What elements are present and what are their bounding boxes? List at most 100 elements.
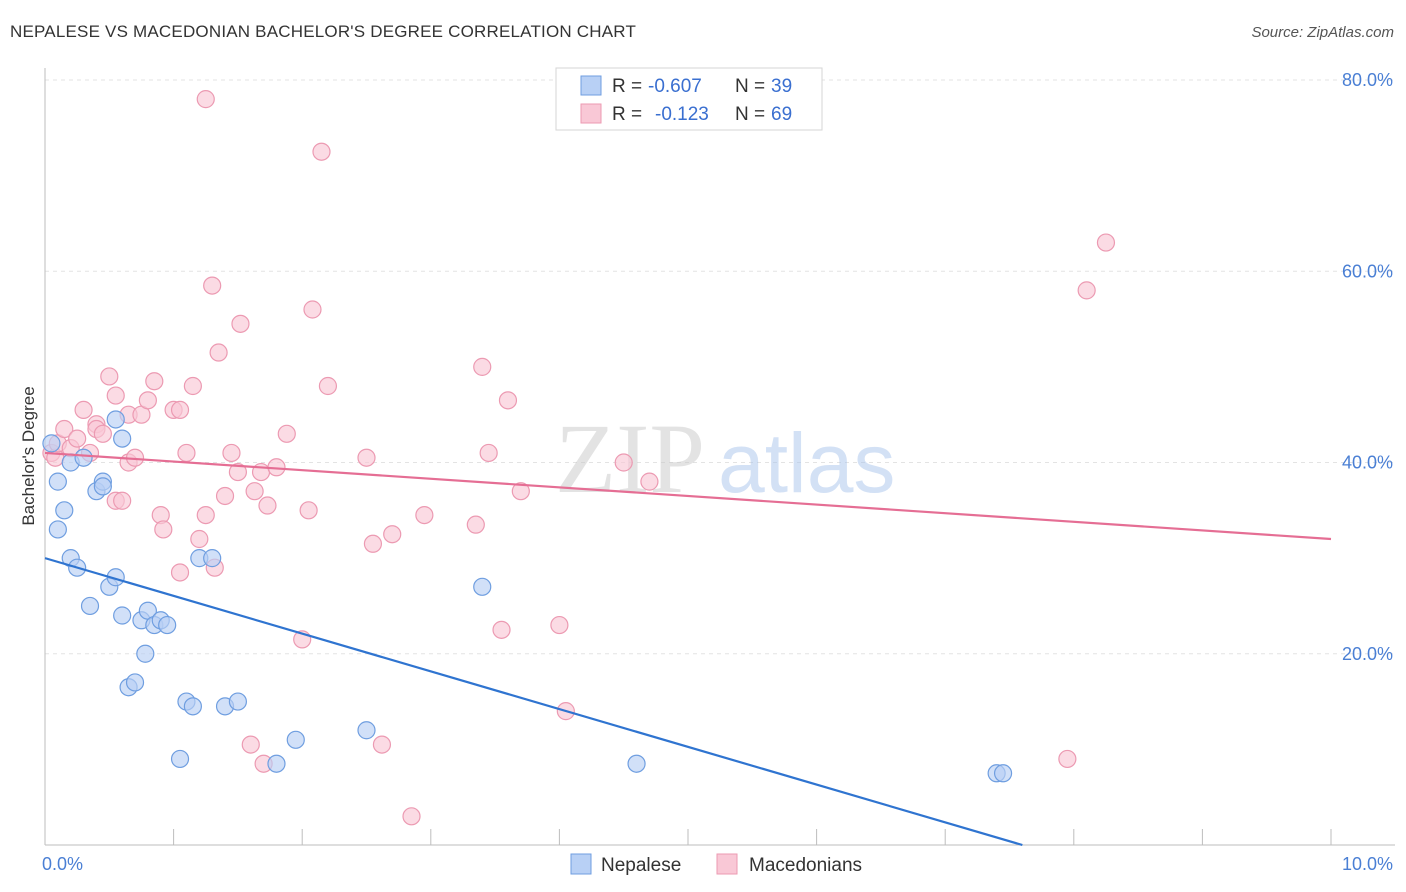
nepalese-point xyxy=(106,410,125,429)
y-tick-label: 20.0% xyxy=(1342,644,1393,664)
y-axis-label: Bachelor's Degree xyxy=(19,386,38,525)
macedonian-point xyxy=(113,491,132,510)
macedonian-point xyxy=(473,357,492,376)
macedonian-point xyxy=(479,443,498,463)
nepalese-point xyxy=(42,434,61,453)
nepalese-point xyxy=(473,577,492,596)
macedonian-point xyxy=(245,482,264,501)
legend-n-value-1: 39 xyxy=(771,76,792,97)
grid-lines xyxy=(45,79,1395,655)
macedonian-point xyxy=(383,525,402,544)
macedonian-point xyxy=(100,367,119,386)
nepalese-point xyxy=(158,615,177,635)
y-tick-labels: 20.0% 40.0% 60.0% 80.0% xyxy=(1342,70,1393,664)
nepalese-point xyxy=(80,596,100,616)
macedonian-point xyxy=(1096,233,1116,252)
macedonian-point xyxy=(402,807,421,826)
macedonian-point xyxy=(318,376,338,396)
macedonian-point xyxy=(215,486,235,506)
legend-n-label-1: N = xyxy=(735,76,765,97)
macedonian-point xyxy=(68,429,87,448)
nepalese-point xyxy=(286,730,305,749)
macedonian-point xyxy=(170,400,190,420)
y-tick-label: 60.0% xyxy=(1342,261,1393,281)
legend-n-label-2: N = xyxy=(735,104,765,125)
nepalese-point xyxy=(357,721,376,740)
trend-lines xyxy=(44,451,1332,847)
macedonian-point xyxy=(1058,749,1077,769)
macedonian-point xyxy=(614,453,633,472)
source-label: Source: ZipAtlas.com xyxy=(1251,24,1394,41)
bottom-legend: Nepalese Macedonians xyxy=(570,853,862,876)
x-tick-label-max: 10.0% xyxy=(1342,854,1393,874)
bottom-legend-macedonians: Macedonians xyxy=(749,855,862,876)
macedonian-point xyxy=(74,400,93,420)
chart-title: NEPALESE VS MACEDONIAN BACHELOR'S DEGREE… xyxy=(10,22,637,41)
watermark-atlas: atlas xyxy=(718,416,895,510)
macedonian-point xyxy=(145,372,164,391)
macedonian-point xyxy=(241,735,260,754)
nepalese-point xyxy=(48,472,67,491)
macedonian-point xyxy=(196,505,215,525)
macedonian-point xyxy=(106,386,125,405)
y-tick-label: 80.0% xyxy=(1342,70,1393,90)
nepalese-point xyxy=(228,692,247,711)
nepalese-point xyxy=(993,764,1013,783)
nepalese-point xyxy=(48,520,67,539)
macedonian-point xyxy=(258,496,277,515)
bottom-legend-nepalese: Nepalese xyxy=(601,855,681,876)
macedonian-point xyxy=(154,520,173,539)
bottom-legend-swatch-nepalese xyxy=(570,853,592,875)
macedonian-point xyxy=(183,376,202,396)
macedonian-point xyxy=(231,314,250,333)
macedonian-point xyxy=(138,391,157,410)
macedonian-point xyxy=(312,142,331,161)
legend-box: R = -0.607 N = 39 R = -0.123 N = 69 xyxy=(555,67,823,131)
macedonian-point xyxy=(363,534,383,553)
legend-swatch-macedonians xyxy=(580,103,602,124)
macedonian-point xyxy=(1077,281,1096,300)
macedonian-point xyxy=(177,443,196,463)
macedonian-point xyxy=(357,448,376,467)
macedonian-point xyxy=(492,620,511,639)
nepalese-point xyxy=(627,754,646,773)
x-tick-marks xyxy=(173,829,1332,845)
macedonian-point xyxy=(228,462,247,482)
macedonian-point xyxy=(640,472,659,491)
watermark: ZIP atlas xyxy=(555,403,895,514)
x-tick-label-min: 0.0% xyxy=(42,854,83,874)
macedonian-point xyxy=(299,501,318,520)
nepalese-point xyxy=(183,697,202,716)
nepalese-point xyxy=(170,749,190,769)
macedonians-points xyxy=(42,90,1116,826)
macedonian-point xyxy=(303,300,322,319)
macedonian-point xyxy=(277,424,296,443)
macedonian-point xyxy=(415,505,434,525)
nepalese-point xyxy=(74,448,93,467)
legend-r-label-1: R = xyxy=(612,76,642,97)
nepalese-point xyxy=(55,501,74,520)
macedonian-point xyxy=(466,515,485,534)
legend-r-value-1: -0.607 xyxy=(648,76,702,97)
nepalese-trend-line xyxy=(44,557,1023,847)
legend-n-value-2: 69 xyxy=(771,104,792,125)
legend-r-value-2: -0.123 xyxy=(655,104,709,125)
bottom-legend-swatch-macedonians xyxy=(716,853,738,875)
macedonian-point xyxy=(372,735,392,754)
legend-swatch-nepalese xyxy=(580,75,602,96)
macedonian-point xyxy=(550,615,569,635)
nepalese-point xyxy=(113,606,132,625)
macedonians-trend-line xyxy=(44,451,1332,541)
macedonian-point xyxy=(222,443,241,463)
macedonian-point xyxy=(511,482,530,501)
y-tick-label: 40.0% xyxy=(1342,453,1393,473)
nepalese-point xyxy=(125,673,145,692)
nepalese-point xyxy=(267,754,286,773)
macedonian-point xyxy=(170,563,190,582)
nepalese-point xyxy=(93,477,112,496)
nepalese-points xyxy=(42,410,1013,783)
macedonian-point xyxy=(55,419,74,439)
macedonian-point xyxy=(209,343,228,362)
legend-r-label-2: R = xyxy=(612,104,642,125)
